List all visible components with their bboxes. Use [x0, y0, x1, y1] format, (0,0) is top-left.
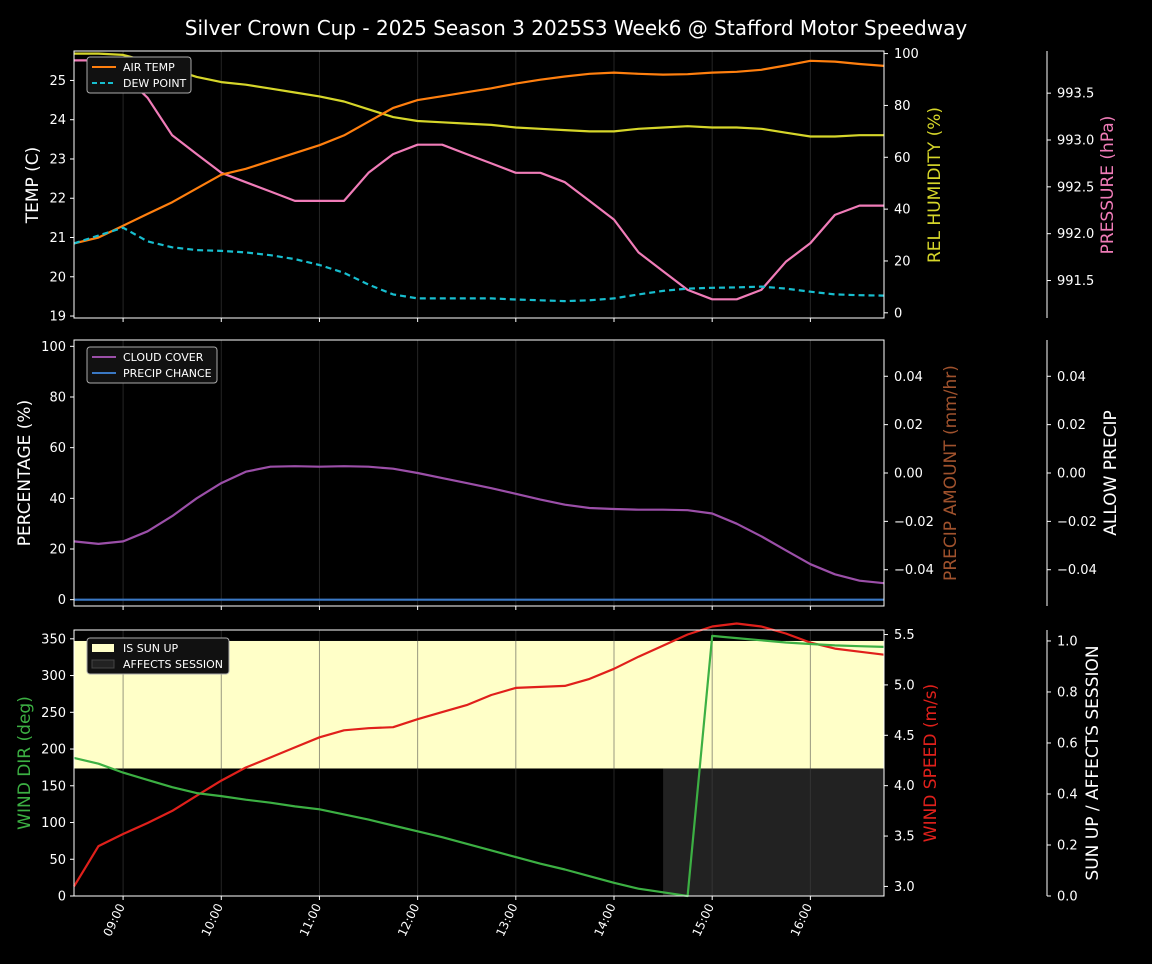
wind-dir-left-tick-label: 200 — [41, 743, 66, 758]
wind-panel-sun-up-axis-tick-label: 1.0 — [1057, 634, 1078, 649]
wind-dir-left-tick-label: 150 — [41, 779, 66, 794]
temp-panel-pressure-axis-tick-label: 992.5 — [1057, 180, 1094, 195]
cloud-panel-allow-precip-axis-tick-label: −0.04 — [1057, 563, 1097, 578]
temp-panel-pressure-axis-tick-label: 991.5 — [1057, 274, 1094, 289]
wind-panel-sun-up-axis-tick-label: 0.4 — [1057, 787, 1078, 802]
temp-panel-pressure-axis-tick-label: 993.5 — [1057, 87, 1094, 102]
wind-panel-wind-speed-axis-tick-label: 3.5 — [894, 830, 915, 845]
temp-panel-pressure-axis-tick-label: 992.0 — [1057, 227, 1094, 242]
wind-dir-left-tick-label: 100 — [41, 816, 66, 831]
wind-dir-axis-label: WIND DIR (deg) — [15, 696, 35, 830]
wind-panel-wind-speed-axis-tick-label: 4.0 — [894, 779, 915, 794]
wind-panel-frame — [73, 629, 885, 897]
temp-panel-humidity-axis-tick-label: 0 — [894, 306, 902, 321]
temp-panel-humidity-axis-tick-label: 100 — [894, 47, 919, 62]
temp-panel-pressure-axis-tick-label: 993.0 — [1057, 134, 1094, 149]
wind-panel-wind-speed-axis-tick-label: 4.5 — [894, 729, 915, 744]
wind-panel-wind-speed-axis-tick-label: 5.0 — [894, 678, 915, 693]
temp-left-tick-label: 25 — [49, 74, 66, 89]
wind-speed-axis-label: WIND SPEED (m/s) — [921, 684, 941, 842]
cloud-panel-precip-amount-axis-tick-label: 0.04 — [894, 370, 923, 385]
precip-amount-axis-label: PRECIP AMOUNT (mm/hr) — [941, 365, 961, 581]
wind-panel-legend-label: AFFECTS SESSION — [123, 658, 223, 671]
wind-panel-legend-box — [86, 637, 230, 675]
percentage-axis-label: PERCENTAGE (%) — [15, 400, 35, 546]
cloud-panel-precip-amount-axis-tick-label: 0.00 — [894, 467, 923, 482]
cloud-panel-precip-amount-axis-tick-label: 0.02 — [894, 418, 923, 433]
temp-panel-legend-label: DEW POINT — [123, 77, 187, 90]
humidity-axis-label: REL HUMIDITY (%) — [925, 107, 945, 263]
chart-title: Silver Crown Cup - 2025 Season 3 2025S3 … — [185, 16, 968, 40]
temp-left-tick-label: 21 — [49, 231, 66, 246]
pressure-axis-label: PRESSURE (hPa) — [1098, 116, 1118, 255]
percentage-left-tick-label: 100 — [41, 340, 66, 355]
humidity-line — [74, 52, 884, 138]
wind-speed-line — [73, 622, 885, 887]
wind-dir-left-tick-label: 250 — [41, 706, 66, 721]
cloud-cover-line — [73, 465, 885, 585]
wind-panel-sun-up-axis-tick-label: 0.0 — [1057, 890, 1078, 905]
temp-panel-humidity-axis-tick-label: 60 — [894, 151, 911, 166]
temp-panel-humidity-axis-tick-label: 40 — [894, 203, 911, 218]
cloud-panel-allow-precip-axis-tick-label: 0.04 — [1057, 370, 1086, 385]
wind-panel-sun-up-axis-tick-label: 0.6 — [1057, 736, 1078, 751]
percentage-left-tick-label: 0 — [58, 593, 66, 608]
wind-dir-line — [73, 634, 885, 898]
percentage-left-tick-label: 40 — [49, 492, 66, 507]
air-temp-line — [73, 59, 885, 245]
wind-panel-wind-speed-axis-tick-label: 5.5 — [894, 628, 915, 643]
temp-left-tick-label: 24 — [49, 113, 66, 128]
dew-point-line — [73, 226, 885, 303]
sun-up-axis-label: SUN UP / AFFECTS SESSION — [1083, 645, 1103, 880]
cloud-panel-precip-amount-axis-tick-label: −0.02 — [894, 515, 934, 530]
cloud-panel-legend-label: CLOUD COVER — [123, 351, 204, 364]
temp-panel-frame — [73, 50, 885, 319]
wind-panel-legend-label: IS SUN UP — [123, 642, 179, 655]
wind-panel-wind-speed-axis-tick-label: 3.0 — [894, 880, 915, 895]
temp-left-tick-label: 22 — [49, 192, 66, 207]
wind-panel-sun-up-axis-tick-label: 0.2 — [1057, 838, 1078, 853]
pressure-line — [74, 59, 884, 301]
temp-panel-humidity-axis-tick-label: 80 — [894, 99, 911, 114]
wind-panel-sun-up-axis-tick-label: 0.8 — [1057, 685, 1078, 700]
temp-axis-label: TEMP (C) — [23, 147, 43, 225]
wind-panel-legend-swatch — [91, 659, 115, 669]
temp-left-tick-label: 20 — [49, 270, 66, 285]
wind-dir-left-tick-label: 350 — [41, 632, 66, 647]
temp-panel-legend-label: AIR TEMP — [123, 61, 175, 74]
cloud-panel-precip-amount-axis-tick-label: −0.04 — [894, 563, 934, 578]
wind-panel-legend-swatch — [92, 644, 114, 652]
wind-dir-left-tick-label: 300 — [41, 669, 66, 684]
wind-dir-left-tick-label: 50 — [49, 853, 66, 868]
temp-left-tick-label: 19 — [49, 310, 66, 325]
cloud-panel-legend-box — [86, 346, 218, 384]
cloud-panel-legend-label: PRECIP CHANCE — [123, 367, 212, 380]
cloud-panel-allow-precip-axis-tick-label: 0.00 — [1057, 467, 1086, 482]
percentage-left-tick-label: 80 — [49, 391, 66, 406]
temp-left-tick-label: 23 — [49, 152, 66, 167]
percentage-left-tick-label: 20 — [49, 543, 66, 558]
affects-session-band — [663, 768, 884, 896]
wind-dir-left-tick-label: 0 — [58, 890, 66, 905]
cloud-panel-allow-precip-axis-tick-label: −0.02 — [1057, 515, 1097, 530]
cloud-panel-allow-precip-axis-tick-label: 0.02 — [1057, 418, 1086, 433]
temp-panel-humidity-axis-tick-label: 20 — [894, 254, 911, 269]
percentage-left-tick-label: 60 — [49, 441, 66, 456]
allow-precip-axis-label: ALLOW PRECIP — [1101, 410, 1121, 536]
